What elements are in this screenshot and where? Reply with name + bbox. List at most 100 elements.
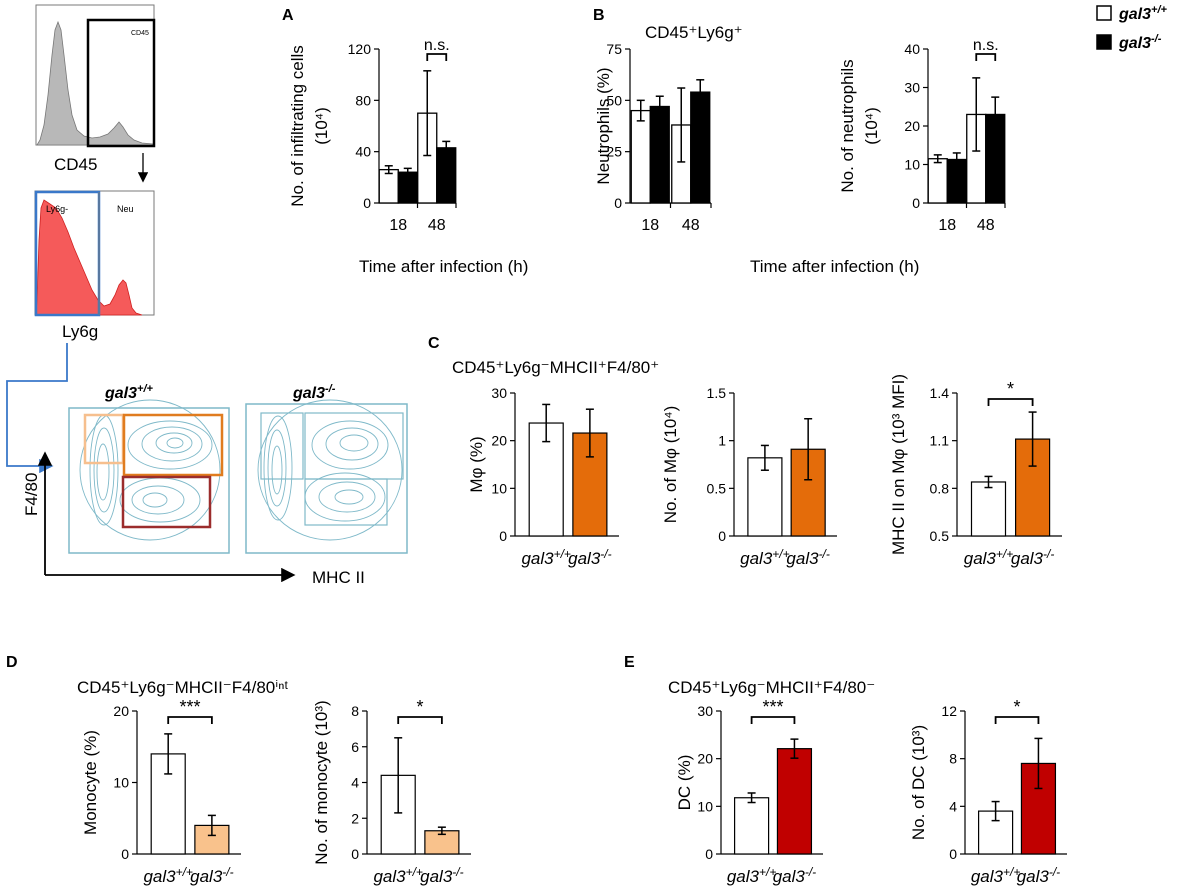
panel-letter-b: B (593, 7, 605, 24)
y-axis-label: No. of infiltrating cells (288, 45, 307, 207)
y-axis-label: DC (%) (675, 755, 694, 811)
y-tick-label: 0 (912, 195, 920, 211)
y-tick-label: 0.8 (930, 480, 950, 496)
y-tick-label: 8 (351, 703, 359, 719)
x-tick-label-ko: gal3-/- (190, 865, 233, 886)
y-tick-label: 2 (351, 810, 359, 826)
legend: gal3+/+ gal3-/- (1096, 4, 1167, 52)
legend-label-ko: gal3-/- (1118, 33, 1162, 52)
y-axis-label: Monocyte (%) (81, 730, 100, 835)
significance-bracket (167, 716, 213, 724)
bar-ko-48 (690, 91, 711, 204)
dc-gate (121, 475, 212, 529)
y-tick-label: 40 (904, 41, 920, 57)
contour-ko-title: gal3-/- (292, 383, 336, 402)
y-tick-label: 8 (949, 751, 957, 767)
y-tick-label: 50 (606, 92, 622, 108)
xaxis-title-panel-a: Time after infection (h) (359, 257, 528, 276)
x-tick-label-wt: gal3+/+ (740, 547, 790, 568)
panel-letter-d: D (6, 654, 18, 671)
y-tick-label: 20 (904, 118, 920, 134)
bar-ko (776, 748, 813, 855)
y-tick-label: 0 (499, 528, 507, 544)
y-axis-label-unit: (10⁴) (862, 107, 881, 145)
flow-cytometry-panel: CD45 CD45 Ly6g- Neu Ly6g gal3+/+ gal3-/- (6, 4, 408, 587)
y-tick-label: 30 (697, 703, 713, 719)
x-tick-label-ko: gal3-/- (420, 865, 463, 886)
bar-ko (194, 824, 230, 855)
chart-e2: 0 4 8 12 No. of DC (10³) gal3+/+gal3-/- * (909, 697, 1067, 886)
y-tick-label: 30 (491, 385, 507, 401)
y-tick-label: 120 (348, 41, 372, 57)
y-tick-label: 10 (491, 480, 507, 496)
x-tick-label: 18 (389, 217, 407, 234)
y-tick-label: 10 (904, 157, 920, 173)
y-tick-label: 25 (606, 144, 622, 160)
y-tick-label: 0 (614, 195, 622, 211)
y-tick-label: 1.5 (707, 385, 727, 401)
title-neutrophil-gating: CD45⁺Ly6g⁺ (645, 23, 743, 42)
chart-d2: 0 2 4 6 8 No. of monocyte (10³) gal3+/+gal3-/-… (312, 697, 471, 886)
cd45-gate (86, 18, 156, 148)
x-tick-label: 48 (977, 217, 995, 234)
y-tick-label: 0.5 (930, 528, 950, 544)
ly6g-negative-gate-text: Ly6g- (46, 204, 68, 214)
y-tick-label: 20 (491, 433, 507, 449)
y-tick-label: 1 (718, 433, 726, 449)
x-tick-label-wt: gal3+/+ (971, 865, 1021, 886)
y-tick-label: 75 (606, 41, 622, 57)
contour-plot-wt (68, 399, 230, 554)
cd45-histogram-curve (36, 20, 154, 146)
chart-b1: 0 25 50 75 Neutrophils (%) 18 48 (594, 41, 712, 234)
y-tick-label: 80 (355, 92, 371, 108)
mhc2-axis-label: MHC II (312, 568, 365, 587)
bar-wt (970, 481, 1007, 537)
significance-label: *** (180, 697, 201, 717)
chart-a1: 0 40 80 120 No. of infiltrating cells (10⁴) 18… (288, 37, 457, 234)
bar-wt (733, 797, 770, 855)
cd45-axis-label: CD45 (54, 155, 97, 174)
title-dc-gating: CD45⁺Ly6g⁻MHCII⁺F4/80⁻ (668, 678, 875, 697)
cd45-gate-text: CD45 (131, 30, 149, 37)
y-tick-label: 10 (697, 798, 713, 814)
x-tick-label-ko: gal3-/- (1011, 547, 1054, 568)
x-tick-label-wt: gal3+/+ (964, 547, 1014, 568)
x-tick-label-ko: gal3-/- (773, 865, 816, 886)
y-tick-label: 0 (949, 846, 957, 862)
neutrophil-gate-text: Neu (117, 204, 134, 214)
y-tick-label: 0 (705, 846, 713, 862)
x-tick-label: 18 (641, 217, 659, 234)
y-axis-label: No. of neutrophils (838, 59, 857, 192)
macrophage-gate (122, 413, 224, 477)
significance-label: n.s. (424, 37, 450, 54)
panel-letter-a: A (282, 7, 294, 24)
significance-bracket (994, 716, 1040, 724)
y-tick-label: 1.1 (930, 433, 950, 449)
significance-label: *** (763, 697, 784, 717)
x-tick-label: 48 (428, 217, 446, 234)
x-tick-label: 18 (938, 217, 956, 234)
x-tick-label-ko: gal3-/- (786, 547, 829, 568)
significance-bracket (397, 716, 443, 724)
y-tick-label: 12 (941, 703, 957, 719)
x-tick-label-wt: gal3+/+ (143, 865, 193, 886)
significance-label: * (1007, 379, 1014, 399)
bar-wt-18 (927, 158, 948, 204)
y-tick-label: 40 (355, 144, 371, 160)
y-tick-label: 0 (363, 195, 371, 211)
y-tick-label: 1.4 (930, 385, 950, 401)
y-tick-label: 30 (904, 80, 920, 96)
significance-bracket (987, 398, 1034, 406)
x-tick-label: 48 (682, 217, 700, 234)
bar-ko-18 (397, 171, 418, 204)
legend-swatch-wt (1096, 5, 1112, 21)
y-tick-label: 0.5 (707, 480, 727, 496)
chart-b2: 0 10 20 30 40 No. of neutrophils (10⁴) 18 48 n.s. (838, 37, 1006, 234)
significance-bracket (750, 716, 796, 724)
chart-c2: 0 0.5 1 1.5 No. of Mφ (10⁴) gal3+/+gal3-/- (661, 385, 837, 568)
ly6g-axis-label: Ly6g (62, 322, 98, 341)
chart-e1: 0 10 20 30 DC (%) gal3+/+gal3-/- *** (675, 697, 823, 886)
y-tick-label: 0 (121, 846, 129, 862)
significance-label: n.s. (973, 37, 999, 54)
